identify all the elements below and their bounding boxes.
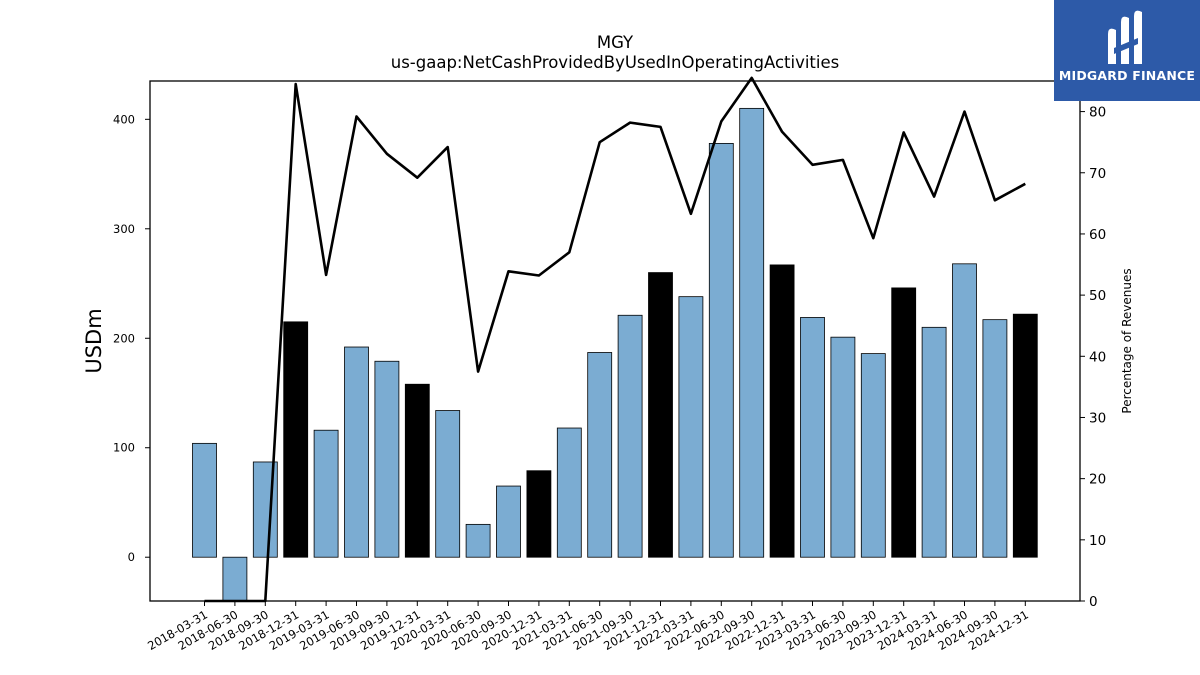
y-tick-label: 200	[113, 331, 135, 345]
y2-tick-label: 40	[1089, 349, 1106, 365]
bar-2023-12-31	[891, 287, 917, 558]
bar-2022-12-31	[769, 264, 795, 558]
midgard-logo-icon	[1108, 10, 1142, 65]
y-tick-label: 0	[128, 550, 135, 564]
bar-2019-03-31	[313, 429, 339, 558]
y2-tick-label: 60	[1089, 227, 1106, 243]
bar-2019-09-30	[374, 360, 400, 558]
y2-tick-label: 70	[1089, 166, 1106, 182]
bar-2024-03-31	[921, 326, 947, 558]
bar-2021-03-31	[556, 427, 582, 558]
bar-2023-03-31	[800, 317, 825, 558]
bar-2024-09-30	[982, 319, 1008, 558]
bar-2018-03-31	[192, 442, 217, 558]
bar-2020-03-31	[435, 410, 461, 558]
y2-tick-label: 20	[1089, 472, 1106, 488]
bars-layer	[192, 107, 1038, 602]
y2-tick-label: 0	[1089, 594, 1098, 610]
bar-2019-12-31	[404, 383, 430, 558]
y2-tick-label: 10	[1089, 533, 1106, 549]
y-tick-label: 300	[113, 222, 135, 236]
bar-2019-06-30	[344, 346, 369, 558]
bar-2021-09-30	[617, 314, 643, 558]
bar-2023-06-30	[830, 336, 856, 558]
bar-2021-12-31	[648, 272, 673, 558]
line-layer	[204, 76, 1026, 603]
brand-logo: MIDGARD FINANCE	[1054, 0, 1200, 101]
plot-frame	[149, 80, 1081, 602]
y2-tick-label: 80	[1089, 105, 1106, 121]
y-tick-label: 400	[113, 112, 135, 126]
bar-2018-06-30	[222, 556, 248, 602]
bar-2023-09-30	[860, 353, 886, 558]
bar-2020-06-30	[465, 523, 491, 558]
percentage-line	[204, 76, 1026, 603]
chart-subtitle: us-gaap:NetCashProvidedByUsedInOperating…	[391, 53, 839, 72]
bar-2022-06-30	[708, 142, 734, 558]
chart-title: MGY	[597, 33, 634, 52]
bar-2022-03-31	[678, 296, 704, 558]
y2-tick-label: 50	[1089, 288, 1106, 304]
bar-2021-06-30	[587, 352, 613, 558]
left-axis: 0 100 200 300 400	[113, 112, 150, 564]
logo-text: MIDGARD FINANCE	[1058, 68, 1196, 83]
bar-2020-12-31	[526, 470, 552, 558]
y-tick-label: 100	[113, 441, 135, 455]
bar-2020-09-30	[496, 485, 521, 558]
y2-axis-label: Percentage of Revenues	[1120, 268, 1134, 413]
y2-tick-label: 30	[1089, 410, 1106, 426]
bar-2018-12-31	[283, 321, 309, 558]
bar-2024-12-31	[1012, 313, 1038, 558]
right-axis: 0 10 20 30 40 50 60 70 80	[1080, 105, 1106, 610]
y-axis-label: USDm	[82, 308, 106, 373]
bar-2022-09-30	[739, 107, 765, 558]
bar-2024-06-30	[952, 263, 977, 558]
x-axis: 2018-03-312018-06-302018-09-302018-12-31…	[145, 601, 1031, 653]
